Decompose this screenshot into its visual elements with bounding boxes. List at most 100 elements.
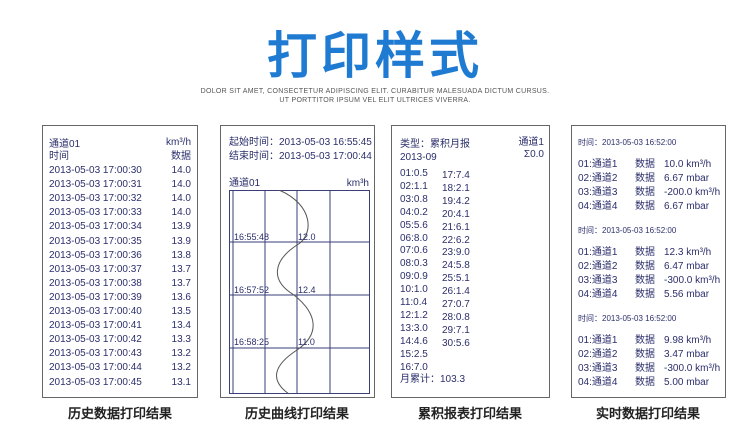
cumulative-day-value: 13:3.0 (400, 322, 428, 334)
curve-mark-time: 16:58:25 (234, 337, 270, 347)
history-row-value: 13.8 (171, 249, 191, 261)
realtime-value: 5.56 mbar (664, 289, 710, 300)
history-row-time: 2013-05-03 17:00:42 (49, 334, 142, 346)
realtime-time: 时间：2013-05-03 16:52:00 (578, 138, 677, 147)
curve-mark-time: 16:57:52 (234, 285, 270, 295)
realtime-channel: 02:通道2 (578, 173, 618, 184)
realtime-data-label: 数据 (635, 247, 655, 258)
cumulative-day-value: 16:7.0 (400, 361, 428, 373)
history-row-value: 13.1 (171, 376, 191, 388)
start-time: 起始时间：2013-05-03 16:55:45 (229, 137, 372, 148)
realtime-data-label: 数据 (635, 335, 655, 346)
cumulative-day-value: 25:5.1 (442, 273, 470, 285)
realtime-value: 3.47 mbar (664, 349, 710, 360)
realtime-channel: 02:通道2 (578, 261, 618, 272)
realtime-data-label: 数据 (635, 159, 655, 170)
realtime-data-printout: 时间：2013-05-03 16:52:00 01:通道1 数据 10.0 km³/h… (571, 125, 726, 398)
unit-label: km³/h (166, 137, 191, 148)
cumulative-day-value: 23:9.0 (442, 247, 470, 259)
cumulative-day-value: 07:0.6 (400, 245, 428, 257)
curve-chart (229, 190, 370, 395)
history-row-time: 2013-05-03 17:00:38 (49, 277, 142, 289)
realtime-channel: 04:通道4 (578, 201, 618, 212)
realtime-time: 时间：2013-05-03 16:52:00 (578, 314, 677, 323)
history-row-time: 2013-05-03 17:00:32 (49, 193, 142, 205)
realtime-data-label: 数据 (635, 261, 655, 272)
unit-label: km³h (346, 178, 369, 189)
history-row-value: 13.7 (171, 263, 191, 275)
history-curve-printout: 起始时间：2013-05-03 16:55:45 结束时间：2013-05-03… (220, 125, 375, 398)
realtime-value: 5.00 mbar (664, 377, 710, 388)
cumulative-day-value: 30:5.6 (442, 337, 470, 349)
cumulative-day-value: 28:0.8 (442, 311, 470, 323)
realtime-value: -300.0 km³/h (664, 275, 721, 286)
realtime-channel: 01:通道1 (578, 335, 618, 346)
history-row-time: 2013-05-03 17:00:36 (49, 249, 142, 261)
cumulative-day-value: 22:6.2 (442, 234, 470, 246)
history-data-printout: 通道01 时间 km³/h 数据 2013-05-03 17:00:30 14.0… (42, 125, 198, 398)
cumulative-day-value: 17:7.4 (442, 170, 470, 181)
cumulative-day-value: 18:2.1 (442, 182, 470, 194)
realtime-channel: 01:通道1 (578, 159, 618, 170)
end-time: 结束时间：2013-05-03 17:00:44 (229, 151, 372, 162)
realtime-value: 9.98 km³/h (664, 335, 712, 346)
history-data-caption: 历史数据打印结果 (67, 407, 172, 422)
history-row-time: 2013-05-03 17:00:43 (49, 348, 142, 360)
cumulative-report-caption: 累积报表打印结果 (417, 407, 522, 422)
history-row-time: 2013-05-03 17:00:33 (49, 207, 142, 219)
realtime-channel: 03:通道3 (578, 363, 618, 374)
history-row-value: 13.2 (171, 362, 191, 374)
cumulative-day-value: 21:6.1 (442, 221, 470, 233)
history-row-value: 14.0 (171, 193, 191, 205)
cumulative-day-value: 26:1.4 (442, 286, 470, 298)
realtime-data-label: 数据 (635, 275, 655, 286)
history-row-value: 13.5 (171, 306, 191, 317)
history-row-time: 2013-05-03 17:00:34 (49, 221, 142, 233)
data-curve (276, 190, 314, 395)
cumulative-day-value: 08:0.3 (400, 258, 428, 270)
realtime-value: 6.67 mbar (664, 201, 710, 212)
cumulative-day-value: 02:1.1 (400, 180, 428, 192)
cumulative-day-value: 29:7.1 (442, 324, 470, 336)
history-row-time: 2013-05-03 17:00:44 (49, 362, 142, 374)
realtime-channel: 02:通道2 (578, 349, 618, 360)
channel-label: 通道01 (229, 178, 261, 189)
cumulative-day-value: 09:0.9 (400, 271, 428, 283)
curve-mark-value: 12.0 (298, 232, 316, 242)
cumulative-day-value: 20:4.1 (442, 208, 470, 220)
realtime-value: 12.3 km³/h (664, 247, 712, 258)
page-title: 打印样式 (267, 27, 483, 85)
history-row-value: 14.0 (171, 165, 191, 176)
history-row-time: 2013-05-03 17:00:40 (49, 306, 142, 317)
realtime-data-label: 数据 (635, 377, 655, 388)
history-row-time: 2013-05-03 17:00:41 (49, 320, 142, 332)
history-row-value: 13.6 (171, 291, 191, 303)
cumulative-report-printout: 类型：累积月报 2013-09 通道1 Σ0.0 01:0.5 02:1.1 03:… (391, 125, 550, 398)
realtime-value: 6.47 mbar (664, 261, 710, 272)
cumulative-day-value: 05:5.6 (400, 219, 428, 231)
history-row-time: 2013-05-03 17:00:45 (49, 376, 142, 388)
history-row-value: 14.0 (171, 207, 191, 219)
history-row-value: 13.3 (171, 334, 191, 346)
monthly-total: 月累计：103.3 (400, 374, 466, 385)
realtime-channel: 04:通道4 (578, 289, 618, 300)
curve-mark-time: 16:55:48 (234, 232, 270, 242)
history-row-time: 2013-05-03 17:00:39 (49, 291, 142, 303)
history-row-time: 2013-05-03 17:00:30 (49, 165, 142, 176)
realtime-value: -300.0 km³/h (664, 363, 721, 374)
history-row-value: 13.9 (171, 235, 191, 247)
realtime-data-label: 数据 (635, 289, 655, 300)
sum-label: Σ0.0 (523, 149, 544, 160)
channel-label: 通道1 (518, 137, 544, 148)
realtime-time: 时间：2013-05-03 16:52:00 (578, 226, 677, 235)
curve-mark-value: 12.4 (298, 285, 316, 295)
curve-mark-value: 11.0 (298, 337, 315, 347)
history-row-time: 2013-05-03 17:00:31 (49, 179, 142, 191)
time-header: 时间 (49, 151, 69, 162)
report-type: 类型：累积月报 (400, 139, 470, 150)
cumulative-day-value: 06:8.0 (400, 232, 428, 244)
cumulative-day-value: 10:1.0 (400, 284, 428, 296)
cumulative-day-value: 12:1.2 (400, 309, 428, 321)
report-month: 2013-09 (400, 152, 437, 163)
history-row-value: 13.2 (171, 348, 191, 360)
